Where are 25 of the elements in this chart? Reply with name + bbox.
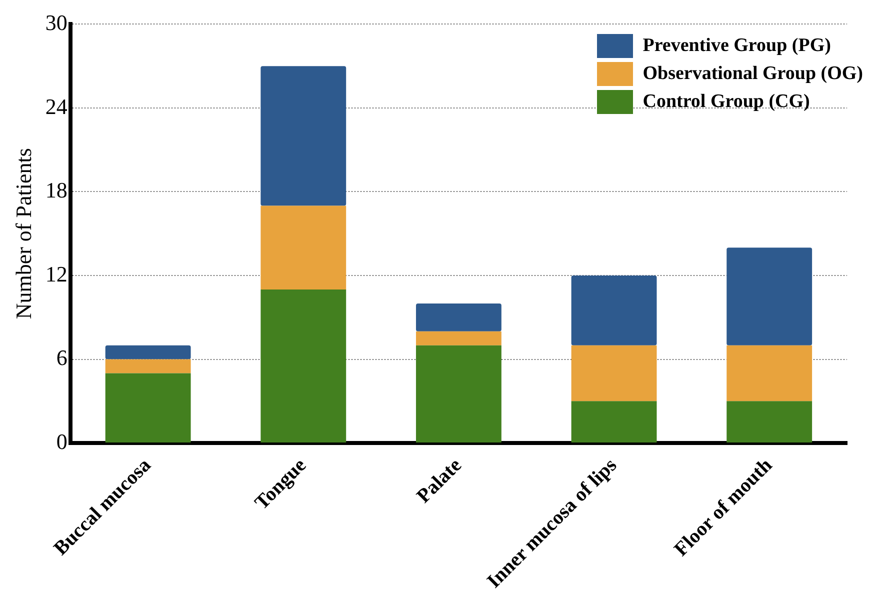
bar (416, 303, 502, 332)
bar (726, 401, 812, 443)
y-axis-title: Number of Patients (10, 148, 36, 320)
y-tick-label: 18 (45, 178, 68, 203)
bar (726, 345, 812, 402)
bar (105, 359, 191, 374)
y-tick-label: 12 (45, 261, 68, 286)
bar (571, 345, 657, 402)
bar (260, 66, 346, 206)
y-tick-label: 6 (56, 345, 68, 370)
bar (571, 276, 657, 346)
legend-label: Observational Group (OG) (642, 62, 863, 86)
legend-label: Preventive Group (PG) (642, 34, 831, 58)
bar (105, 373, 191, 443)
bar (416, 331, 502, 346)
y-tick-label: 0 (56, 428, 68, 454)
bar (416, 345, 502, 443)
bar (571, 401, 657, 443)
bar (726, 248, 812, 346)
y-tick-label: 30 (45, 10, 68, 35)
bar (260, 206, 346, 290)
legend-label: Control Group (CG) (642, 90, 810, 114)
bar (105, 345, 191, 360)
y-tick-label: 24 (45, 94, 68, 119)
bar (260, 289, 346, 443)
